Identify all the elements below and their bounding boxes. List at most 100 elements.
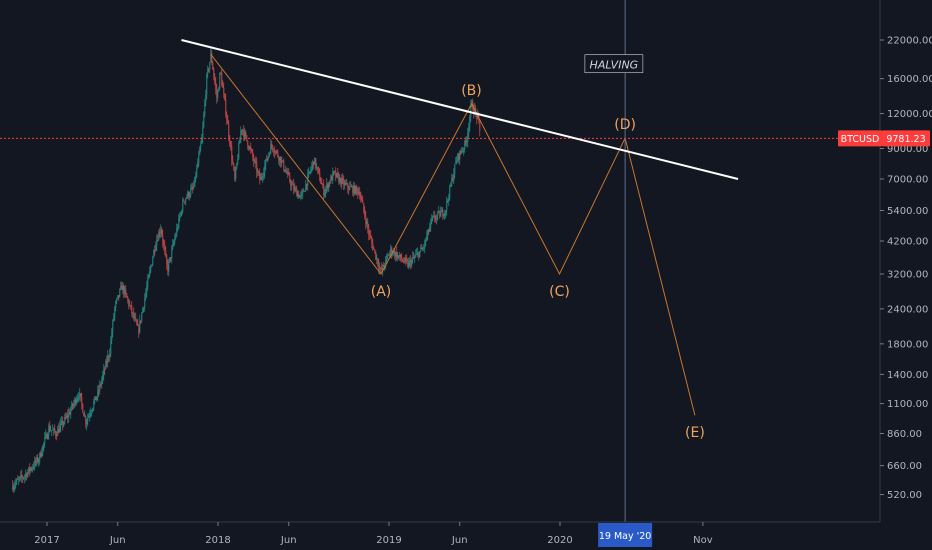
candle-body <box>389 252 391 256</box>
candle-body <box>118 295 120 297</box>
candle-body <box>174 238 176 243</box>
candle-body <box>123 285 125 294</box>
wave-path <box>210 54 696 416</box>
candle-body <box>264 165 266 174</box>
candle-body <box>233 163 235 170</box>
candle-body <box>388 255 390 257</box>
axis-corner <box>880 522 932 550</box>
candle-body <box>100 384 102 385</box>
candle-body <box>440 212 442 217</box>
candle-body <box>56 435 58 437</box>
candle-body <box>189 195 191 197</box>
price-axis[interactable] <box>880 0 932 550</box>
candle-body <box>232 159 234 164</box>
resistance-trendline[interactable] <box>181 39 739 180</box>
candle-body <box>340 177 342 185</box>
candle-body <box>282 160 284 162</box>
candle-body <box>361 198 363 201</box>
candle-body <box>151 264 153 267</box>
candle-body <box>190 189 192 196</box>
candle-body <box>390 247 392 253</box>
candle-body <box>192 187 194 188</box>
candle-body <box>385 258 387 266</box>
candle-body <box>82 404 84 413</box>
candle-body <box>302 190 304 194</box>
candle-body <box>401 258 403 261</box>
candle-body <box>68 412 70 418</box>
candle-body <box>109 353 111 357</box>
price-tick-label: 860.00 <box>887 429 922 440</box>
candle-body <box>337 173 339 175</box>
candle-body <box>29 467 31 471</box>
candle-body <box>418 252 420 258</box>
wave-label-c: (C) <box>549 284 570 300</box>
candle-body <box>341 178 343 185</box>
candle-body <box>386 256 388 259</box>
candle-body <box>464 140 466 150</box>
candle-body <box>28 467 30 472</box>
halving-date-tag[interactable]: 19 May '20 <box>598 523 653 547</box>
candle-body <box>262 176 264 178</box>
candle-body <box>273 149 275 153</box>
candle-body <box>187 192 189 197</box>
candle-body <box>30 468 32 471</box>
candle-body <box>34 460 36 467</box>
candle-body <box>377 258 379 265</box>
candle-body <box>459 151 461 160</box>
candle-body <box>214 76 216 83</box>
halving-annotation[interactable]: HALVING <box>584 54 644 74</box>
symbol-tag[interactable]: BTCUSD <box>838 130 882 147</box>
wave-label-e: (E) <box>685 425 705 441</box>
candle-body <box>444 212 446 216</box>
candle-body <box>162 235 164 243</box>
candle-body <box>277 151 279 157</box>
candle-body <box>59 426 61 433</box>
candle-body <box>194 176 196 187</box>
candle-body <box>310 169 312 172</box>
candle-body <box>404 258 406 262</box>
candle-body <box>146 286 148 293</box>
candle-body <box>58 428 60 433</box>
candle-body <box>134 317 136 319</box>
candle-body <box>159 232 161 234</box>
candle-body <box>196 167 198 177</box>
candle-body <box>348 188 350 190</box>
candle-body <box>26 473 28 477</box>
candle-body <box>53 428 55 430</box>
candle-body <box>209 61 211 70</box>
candle-body <box>405 258 407 260</box>
candle-body <box>150 266 152 271</box>
candle-body <box>77 397 79 400</box>
candle-body <box>410 260 412 266</box>
candle-body <box>391 247 393 254</box>
candle-body <box>258 171 260 174</box>
wave-label-b: (B) <box>461 83 482 99</box>
price-tick-label: 7000.00 <box>887 175 928 186</box>
candle-body <box>178 217 180 228</box>
candle-body <box>304 191 306 192</box>
candle-body <box>371 238 373 243</box>
candle-body <box>425 240 427 242</box>
candle-body <box>180 212 182 217</box>
candle-body <box>352 186 354 194</box>
candle-body <box>457 153 459 161</box>
candle-body <box>316 167 318 168</box>
candle-body <box>96 396 98 400</box>
candle-body <box>305 183 307 192</box>
time-axis[interactable] <box>0 522 880 550</box>
candle-body <box>339 177 341 183</box>
current-price-tag[interactable]: 9781.23 <box>882 130 930 147</box>
candle-body <box>136 320 138 325</box>
candle-body <box>152 257 154 265</box>
candle-body <box>66 415 68 418</box>
candle-body <box>324 192 326 196</box>
candle-body <box>25 473 27 476</box>
candle-body <box>381 268 383 271</box>
candle-body <box>402 260 404 262</box>
candle-body <box>469 116 471 127</box>
candle-body <box>57 428 59 436</box>
candle-body <box>419 251 421 258</box>
price-tick-label: 520.00 <box>887 490 922 501</box>
